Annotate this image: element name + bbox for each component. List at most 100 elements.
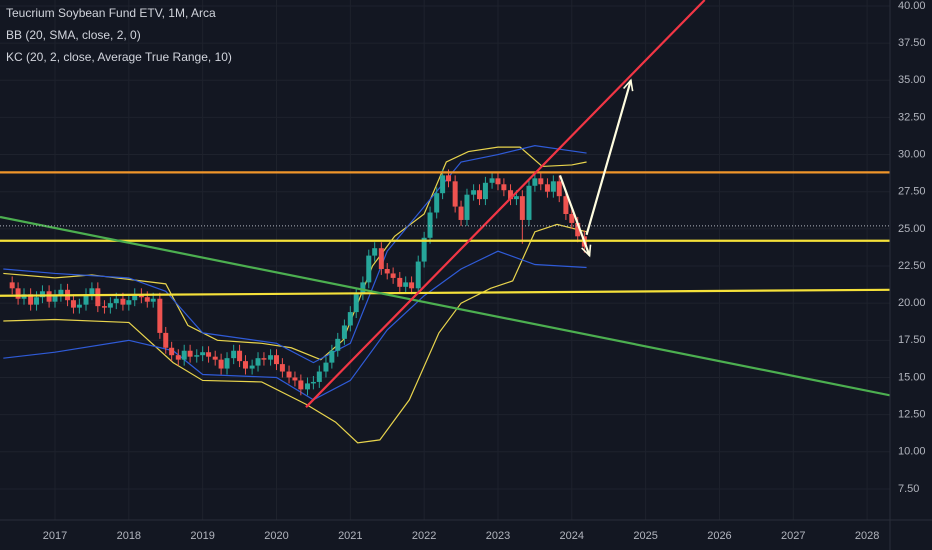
candle-body xyxy=(347,312,353,326)
legend-title: Teucrium Soybean Fund ETV, 1M, Arca xyxy=(6,6,216,20)
candle-body xyxy=(76,304,82,308)
candle-body xyxy=(194,355,200,357)
y-tick-label: 15.00 xyxy=(898,371,926,383)
candle-body xyxy=(28,294,34,305)
y-tick-label: 32.50 xyxy=(898,111,926,123)
candle-body xyxy=(237,350,243,362)
candle-body xyxy=(242,361,248,369)
x-tick-label: 2018 xyxy=(117,530,141,542)
candle-body xyxy=(556,181,562,197)
candle-body xyxy=(501,184,507,191)
x-tick-label: 2027 xyxy=(781,530,805,542)
candle-body xyxy=(575,222,581,237)
candle-body xyxy=(563,196,569,215)
candle-body xyxy=(489,178,495,183)
candle-body xyxy=(482,182,488,200)
candle-body xyxy=(224,358,230,369)
x-tick-label: 2022 xyxy=(412,530,436,542)
y-tick-label: 22.50 xyxy=(898,260,926,272)
candle-body xyxy=(58,289,64,296)
arrow-head xyxy=(623,78,634,92)
candle-body xyxy=(95,288,101,307)
candle-body xyxy=(421,237,427,262)
candle-body xyxy=(126,300,132,305)
y-tick-label: 35.00 xyxy=(898,74,926,86)
candle-body xyxy=(477,190,483,200)
candle-body xyxy=(403,282,409,287)
candle-body xyxy=(409,282,415,289)
candle-body xyxy=(231,350,237,359)
trend-line xyxy=(558,174,591,256)
candle-body xyxy=(144,297,150,302)
candle-body xyxy=(372,248,378,256)
candle-body xyxy=(9,282,15,289)
candle-body xyxy=(175,355,181,360)
candle-body xyxy=(446,175,452,182)
candle-body xyxy=(458,206,464,220)
y-tick-label: 30.00 xyxy=(898,148,926,160)
candle-body xyxy=(440,175,446,194)
candle-body xyxy=(366,255,372,283)
candle-body xyxy=(471,190,477,195)
x-tick-label: 2019 xyxy=(190,530,214,542)
x-tick-label: 2021 xyxy=(338,530,362,542)
candle-body xyxy=(415,261,421,289)
candle-body xyxy=(273,355,279,365)
candle-body xyxy=(15,288,21,299)
candle-body xyxy=(113,298,119,304)
candle-body xyxy=(397,277,403,287)
candle-body xyxy=(360,282,366,295)
candle-body xyxy=(353,294,359,313)
candle-body xyxy=(286,371,292,378)
candle-body xyxy=(279,364,285,372)
candle-body xyxy=(132,294,138,301)
y-tick-label: 27.50 xyxy=(898,186,926,198)
candle-body xyxy=(268,355,274,360)
candle-body xyxy=(452,181,458,207)
candle-body xyxy=(212,356,218,360)
candle-body xyxy=(384,268,390,274)
candle-body xyxy=(218,359,224,369)
candle-body xyxy=(434,193,440,213)
y-tick-label: 25.00 xyxy=(898,223,926,235)
candle-body xyxy=(538,178,544,185)
candle-body xyxy=(544,184,550,192)
candle-body xyxy=(390,273,396,278)
candle-body xyxy=(206,352,212,357)
arrow-head xyxy=(581,244,592,258)
y-tick-label: 12.50 xyxy=(898,409,926,421)
candle-body xyxy=(316,371,322,382)
candle-body xyxy=(378,248,384,269)
candle-body xyxy=(34,297,40,305)
y-tick-label: 17.50 xyxy=(898,334,926,346)
candle-body xyxy=(249,365,255,369)
candle-body xyxy=(323,362,329,372)
y-tick-label: 37.50 xyxy=(898,37,926,49)
y-tick-label: 20.00 xyxy=(898,297,926,309)
candle-body xyxy=(341,325,347,339)
candle-body xyxy=(495,178,501,185)
candle-body xyxy=(169,347,175,356)
candle-body xyxy=(310,381,316,384)
candle-body xyxy=(526,185,532,220)
x-tick-label: 2024 xyxy=(560,530,584,542)
candle-body xyxy=(292,377,298,381)
grid xyxy=(0,0,890,520)
x-tick-label: 2020 xyxy=(264,530,288,542)
candle-body xyxy=(157,298,163,333)
candle-body xyxy=(200,352,206,356)
candle-body xyxy=(304,383,310,390)
candle-body xyxy=(101,306,107,308)
candle-body xyxy=(550,181,556,192)
candle-body xyxy=(150,298,156,302)
trend-line xyxy=(0,288,890,297)
candle-body xyxy=(532,178,538,186)
candle-body xyxy=(298,380,304,390)
candle-body xyxy=(120,298,126,305)
candle-body xyxy=(163,332,169,348)
y-tick-label: 40.00 xyxy=(898,0,926,12)
y-tick-label: 10.00 xyxy=(898,446,926,458)
candle-body xyxy=(187,350,193,357)
candle-body xyxy=(335,338,341,351)
band-line xyxy=(3,223,587,444)
